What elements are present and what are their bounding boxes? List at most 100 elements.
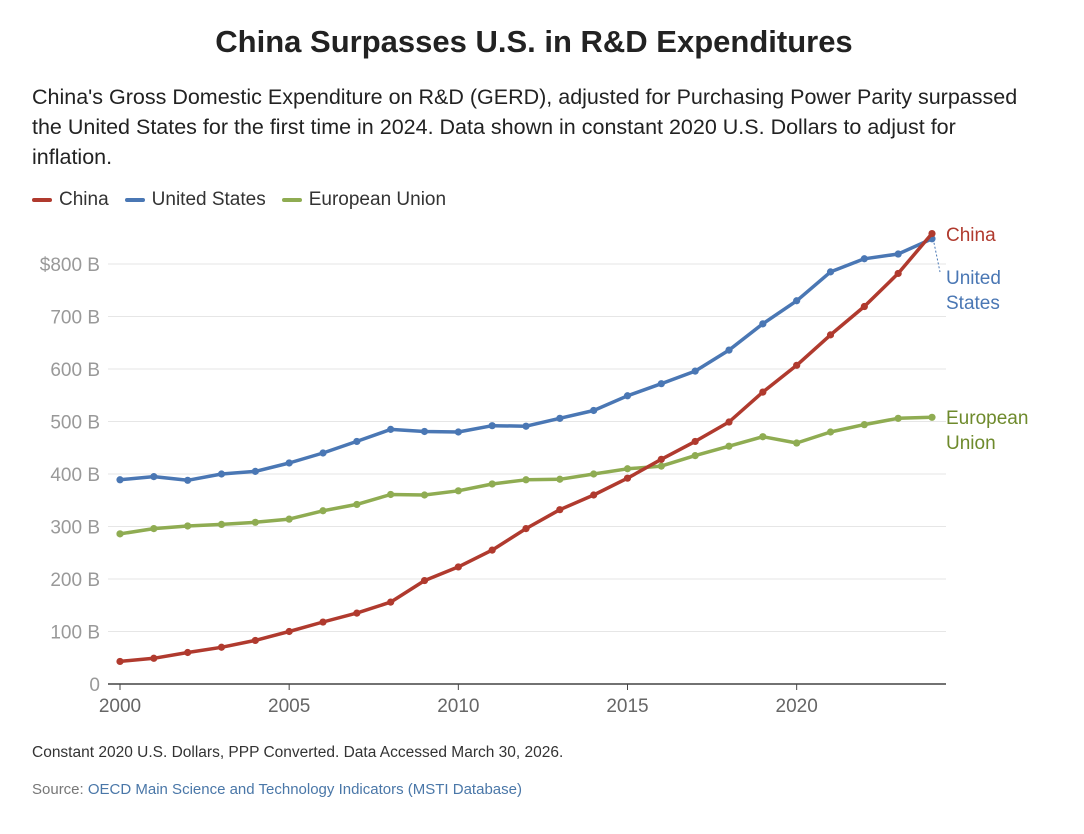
- data-point-china: [759, 388, 767, 396]
- y-tick-label: 200 B: [50, 570, 100, 591]
- data-point-china: [556, 506, 564, 514]
- data-point-eu: [657, 462, 665, 470]
- data-point-china: [894, 269, 902, 278]
- data-point-eu: [522, 476, 530, 484]
- series-line-eu: [118, 415, 934, 536]
- data-point-eu: [150, 525, 158, 533]
- data-point-china: [420, 576, 429, 585]
- data-point-china: [150, 654, 158, 662]
- source-link[interactable]: OECD Main Science and Technology Indicat…: [87, 781, 522, 798]
- data-point-us: [251, 467, 259, 475]
- data-point-us: [353, 437, 361, 446]
- data-point-eu: [184, 522, 192, 530]
- data-point-us: [623, 392, 632, 400]
- y-tick-label: 600 B: [50, 360, 100, 381]
- chart-title: China Surpasses U.S. in R&D Expenditures: [215, 24, 853, 59]
- data-point-china: [793, 361, 801, 369]
- x-tick-label: 2015: [606, 696, 648, 717]
- data-point-eu: [387, 490, 395, 499]
- data-point-us: [522, 422, 530, 430]
- x-tick-label: 2020: [776, 696, 818, 717]
- legend-item-china: China: [32, 189, 109, 211]
- x-tick-label: 2005: [268, 696, 310, 717]
- y-tick-label: 700 B: [50, 308, 100, 329]
- data-point-eu: [116, 530, 124, 538]
- data-point-us: [454, 428, 462, 436]
- legend-item-european-union: European Union: [281, 189, 447, 211]
- data-point-us: [590, 406, 598, 415]
- data-point-china: [623, 474, 632, 482]
- legend-label-china: China: [59, 189, 109, 210]
- data-point-china: [725, 418, 733, 426]
- data-point-china: [522, 525, 530, 533]
- data-point-china: [928, 229, 936, 238]
- source-prefix: Source:: [32, 781, 84, 798]
- data-point-eu: [420, 491, 429, 499]
- end-label-european-union-line1: European: [946, 408, 1028, 429]
- data-point-eu: [590, 470, 598, 478]
- legend-swatch-china: [32, 198, 52, 202]
- y-tick-label: 400 B: [50, 465, 100, 486]
- data-point-china: [860, 302, 868, 311]
- series-line-china: [118, 231, 934, 664]
- data-point-china: [285, 627, 293, 636]
- data-point-eu: [623, 465, 632, 473]
- data-point-china: [488, 546, 496, 554]
- data-point-eu: [251, 518, 259, 526]
- data-point-china: [387, 598, 395, 606]
- data-point-us: [184, 476, 192, 484]
- data-point-us: [387, 425, 395, 433]
- data-point-us: [116, 476, 124, 484]
- data-point-china: [217, 643, 226, 651]
- data-point-us: [488, 422, 496, 430]
- chart-subtitle: China's Gross Domestic Expenditure on R&…: [32, 85, 1018, 169]
- data-point-china: [353, 609, 361, 617]
- data-point-us: [860, 255, 868, 263]
- source-line: Source: OECD Main Science and Technology…: [32, 781, 522, 798]
- data-point-us: [725, 346, 733, 354]
- data-point-eu: [725, 442, 733, 450]
- data-point-china: [116, 657, 124, 666]
- legend: China United States European Union: [32, 189, 462, 211]
- data-point-us: [894, 250, 902, 258]
- data-point-us: [759, 320, 767, 328]
- data-point-china: [590, 491, 598, 499]
- x-tick-label: 2010: [437, 696, 479, 717]
- series-line-us: [118, 237, 934, 483]
- data-point-us: [319, 449, 327, 457]
- data-point-china: [657, 455, 665, 463]
- data-point-eu: [353, 500, 361, 509]
- end-label-european-union-line2: Union: [946, 433, 996, 454]
- data-point-eu: [691, 452, 699, 460]
- data-point-eu: [454, 487, 462, 495]
- data-point-eu: [217, 520, 226, 529]
- y-tick-label: 0: [89, 675, 100, 696]
- leader-line-united-states: [933, 242, 941, 273]
- data-point-eu: [556, 475, 564, 483]
- end-label-united-states-line1: United: [946, 268, 1001, 289]
- data-point-us: [217, 470, 226, 478]
- data-point-us: [556, 414, 564, 422]
- x-tick-label: 2000: [99, 696, 141, 717]
- data-point-eu: [826, 428, 835, 436]
- data-point-eu: [319, 507, 327, 515]
- y-tick-label: 100 B: [50, 623, 100, 644]
- data-point-us: [657, 380, 665, 388]
- legend-label-united-states: United States: [151, 189, 266, 210]
- data-point-us: [285, 459, 293, 467]
- data-point-china: [251, 636, 259, 645]
- data-point-china: [826, 331, 835, 339]
- data-point-us: [793, 297, 801, 305]
- data-point-china: [319, 618, 327, 626]
- data-point-china: [184, 648, 192, 657]
- end-label-china: China: [946, 225, 996, 246]
- data-point-us: [420, 427, 429, 436]
- data-point-eu: [285, 515, 293, 523]
- data-point-us: [826, 268, 835, 276]
- legend-label-european-union: European Union: [308, 189, 447, 210]
- legend-item-united-states: United States: [124, 189, 266, 211]
- data-point-us: [150, 473, 158, 481]
- legend-swatch-united-states: [124, 198, 145, 202]
- legend-swatch-european-union: [281, 198, 302, 202]
